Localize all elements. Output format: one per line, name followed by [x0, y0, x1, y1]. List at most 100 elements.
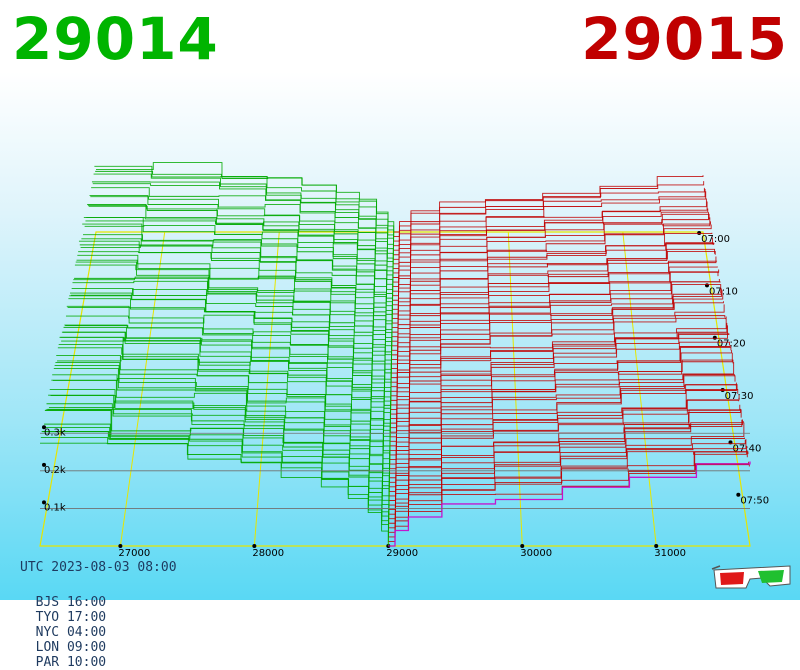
utc-time: UTC 2023-08-03 08:00 [20, 560, 177, 575]
ask-depth-line-50 [389, 384, 738, 460]
tick-label-depth-0.3k: 0.3k [44, 427, 66, 438]
ask-depth-line-21 [392, 266, 718, 329]
bid-depth-line-24 [76, 259, 393, 342]
bid-depth-line-10 [87, 204, 394, 278]
bid-depth-line-1 [95, 170, 395, 237]
bid-depth-line-11 [87, 204, 394, 283]
ask-depth-line-60 [389, 422, 745, 506]
ask-depth-line-42 [390, 350, 733, 424]
ask-price: 29015 [581, 5, 788, 73]
ask-depth-line-13 [392, 232, 713, 292]
bid-depth-line-32 [70, 292, 392, 378]
ask-depth-line-69 [388, 461, 751, 547]
tick-label-time-5: 07:50 [740, 496, 769, 507]
bid-depth-line-52 [53, 368, 391, 469]
bid-depth-line-28 [73, 277, 393, 360]
bid-depth-line-65 [43, 426, 390, 528]
ask-depth-line-27 [391, 288, 722, 356]
bid-depth-line-45 [59, 336, 391, 437]
clock-nyc: NYC 04:00 [35, 625, 107, 640]
bid-depth-line-66 [42, 431, 389, 533]
ask-depth-line-20 [392, 260, 718, 324]
clock-tyo: TYO 17:00 [35, 610, 107, 625]
ask-depth-line-48 [389, 384, 737, 451]
ask-depth-line-53 [389, 395, 740, 474]
ask-depth-line-54 [389, 404, 741, 479]
ask-depth-line-26 [391, 284, 722, 351]
bid-depth-line-69 [40, 442, 389, 546]
ask-depth-line-36 [390, 325, 728, 397]
ask-depth-line-38 [390, 333, 730, 406]
tick-label-price-30000: 30000 [520, 548, 552, 559]
bid-depth-line-36 [66, 305, 392, 396]
bid-depth-line-2 [94, 165, 395, 242]
bid-depth-line-13 [85, 220, 394, 292]
clock-lon: LON 09:00 [35, 640, 107, 655]
bid-price: 29014 [12, 5, 219, 73]
bid-depth-line-9 [88, 205, 394, 273]
ask-depth-line-63 [388, 439, 747, 520]
grid-line-price-30000 [507, 231, 523, 547]
bid-depth-line-40 [63, 326, 392, 415]
ask-depth-line-49 [389, 382, 737, 456]
tick-label-price-28000: 28000 [252, 548, 284, 559]
bid-depth-line-5 [91, 181, 394, 255]
world-clock: BJS 16:00 TYO 17:00 NYC 04:00 LON 09:00 … [20, 580, 130, 670]
bid-depth-line-34 [68, 298, 392, 387]
tick-label-price-29000: 29000 [386, 548, 418, 559]
3d-glasses-icon[interactable] [710, 560, 794, 592]
ask-depth-line-32 [391, 315, 726, 379]
clock-bjs: BJS 16:00 [35, 595, 107, 610]
ask-depth-line-11 [392, 221, 711, 283]
ask-depth-line-61 [388, 437, 746, 511]
ask-depth-line-41 [390, 346, 732, 420]
bid-depth-line-68 [40, 437, 389, 542]
ask-depth-line-34 [391, 316, 727, 388]
ask-depth-line-44 [390, 359, 734, 433]
ask-depth-line-0 [393, 175, 704, 233]
ask-depth-line-17 [392, 248, 716, 310]
ask-depth-line-30 [391, 301, 724, 369]
bid-depth-line-8 [89, 195, 394, 269]
tick-dot-time-0 [697, 231, 702, 236]
tick-dot-time-5 [736, 492, 741, 497]
grid-line-price-31000 [622, 231, 657, 547]
bid-depth-line-37 [65, 315, 392, 401]
ask-depth-line-35 [390, 322, 728, 392]
ask-depth-line-15 [392, 242, 714, 301]
bid-depth-line-7 [90, 196, 394, 264]
bid-depth-line-43 [61, 337, 391, 428]
bid-depth-line-33 [69, 295, 392, 383]
bid-depth-line-35 [67, 307, 392, 392]
tick-dot-depth-0.1k [42, 500, 46, 505]
ask-depth-line-64 [388, 445, 748, 524]
bid-depth-line-62 [45, 409, 390, 515]
bid-depth-line-21 [78, 240, 393, 328]
bid-depth-line-22 [78, 251, 393, 333]
ask-depth-line-59 [389, 421, 744, 501]
ask-depth-line-55 [389, 408, 741, 483]
bid-depth-line-26 [74, 264, 393, 351]
ask-depth-line-39 [390, 341, 731, 410]
tick-dot-price-27000 [118, 544, 123, 548]
ask-depth-line-23 [391, 269, 720, 338]
ask-depth-line-10 [392, 217, 711, 278]
bid-depth-line-57 [49, 389, 390, 492]
depth-chart: 27000 28000 29000 30000 31000 07:00 07:10 07:20… [39, 162, 769, 559]
ask-depth-line-16 [392, 242, 715, 306]
bid-depth-line-19 [80, 244, 393, 319]
tick-label-depth-0.2k: 0.2k [44, 465, 66, 476]
ask-depth-line-29 [391, 294, 724, 365]
bid-depth-line-3 [93, 173, 394, 246]
tick-dot-price-28000 [252, 544, 257, 548]
ask-depth-line-6 [393, 201, 708, 260]
ask-depth-line-18 [392, 251, 716, 315]
bid-depth-line-56 [50, 395, 390, 487]
bid-depth-line-20 [79, 244, 393, 324]
ask-depth-line-58 [389, 419, 743, 497]
ask-depth-line-28 [391, 290, 723, 360]
bid-depth-line-55 [51, 379, 390, 483]
tick-label-time-0: 07:00 [701, 234, 730, 245]
ask-depth-line-65 [388, 451, 748, 529]
ask-depth-line-43 [390, 352, 733, 429]
